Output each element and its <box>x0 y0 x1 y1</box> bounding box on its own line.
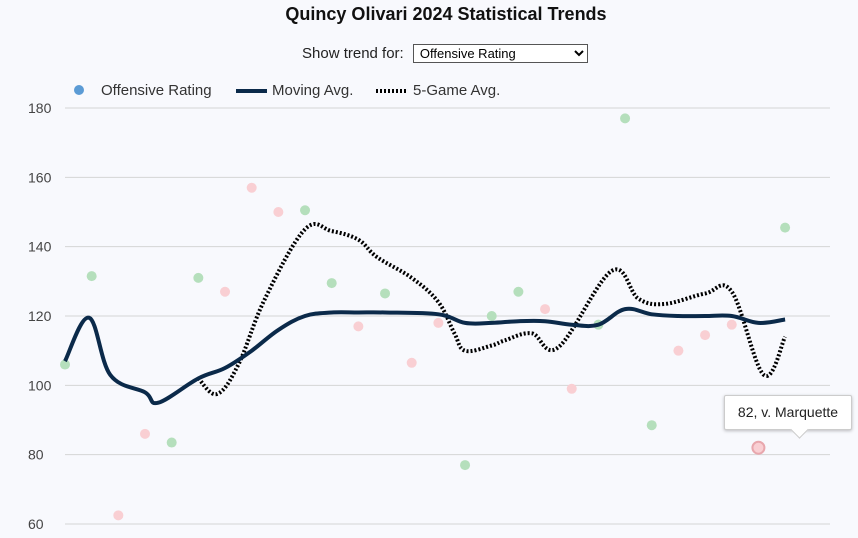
chart-title: Quincy Olivari 2024 Statistical Trends <box>285 4 607 24</box>
y-tick-label: 100 <box>28 377 52 393</box>
moving-avg-line <box>63 306 786 406</box>
y-tick-label: 180 <box>28 100 52 116</box>
y-tick-label: 120 <box>28 308 52 324</box>
rating-point[interactable] <box>193 272 204 283</box>
rating-point[interactable] <box>433 317 444 328</box>
rating-point[interactable] <box>86 271 97 282</box>
rating-point[interactable] <box>326 278 337 289</box>
rating-points <box>60 113 791 521</box>
rating-point[interactable] <box>566 383 577 394</box>
rating-point[interactable] <box>273 207 284 217</box>
y-tick-label: 60 <box>28 516 44 532</box>
tooltip: 82, v. Marquette <box>724 395 852 430</box>
rating-point[interactable] <box>353 321 364 332</box>
rating-point[interactable] <box>406 357 417 368</box>
five-game-avg-line <box>196 222 787 397</box>
rating-point[interactable] <box>513 286 524 297</box>
rating-point[interactable] <box>60 359 70 370</box>
legend-moving-label: Moving Avg. <box>272 82 354 99</box>
y-tick-label: 160 <box>28 169 52 185</box>
trend-label: Show trend for: <box>302 45 404 62</box>
legend-five-game-label: 5-Game Avg. <box>413 82 501 99</box>
rating-point[interactable] <box>140 428 151 439</box>
rating-point[interactable] <box>460 460 471 471</box>
trend-select[interactable]: Offensive Rating <box>412 44 588 63</box>
rating-point[interactable] <box>220 286 231 297</box>
rating-point[interactable] <box>246 182 257 193</box>
rating-point[interactable] <box>751 440 766 455</box>
rating-point[interactable] <box>673 345 684 356</box>
legend-five-game-swatch <box>376 89 407 93</box>
legend-points-label: Offensive Rating <box>101 82 212 99</box>
legend-points-swatch <box>74 85 84 95</box>
rating-point[interactable] <box>646 420 657 431</box>
rating-point[interactable] <box>620 113 631 124</box>
y-tick-label: 80 <box>28 447 44 463</box>
rating-point[interactable] <box>166 437 177 448</box>
y-tick-label: 140 <box>28 239 52 255</box>
legend-moving-swatch <box>236 89 267 93</box>
rating-point[interactable] <box>540 304 551 315</box>
rating-point[interactable] <box>113 510 124 521</box>
trend-control: Show trend for: Offensive Rating <box>302 44 588 63</box>
rating-point[interactable] <box>780 222 791 233</box>
rating-point[interactable] <box>486 311 497 321</box>
y-axis-ticks: 60 80 100 120 140 160 180 <box>28 100 52 532</box>
rating-point[interactable] <box>726 319 737 330</box>
rating-point[interactable] <box>380 288 391 299</box>
rating-point[interactable] <box>700 330 711 341</box>
rating-point[interactable] <box>300 205 311 216</box>
